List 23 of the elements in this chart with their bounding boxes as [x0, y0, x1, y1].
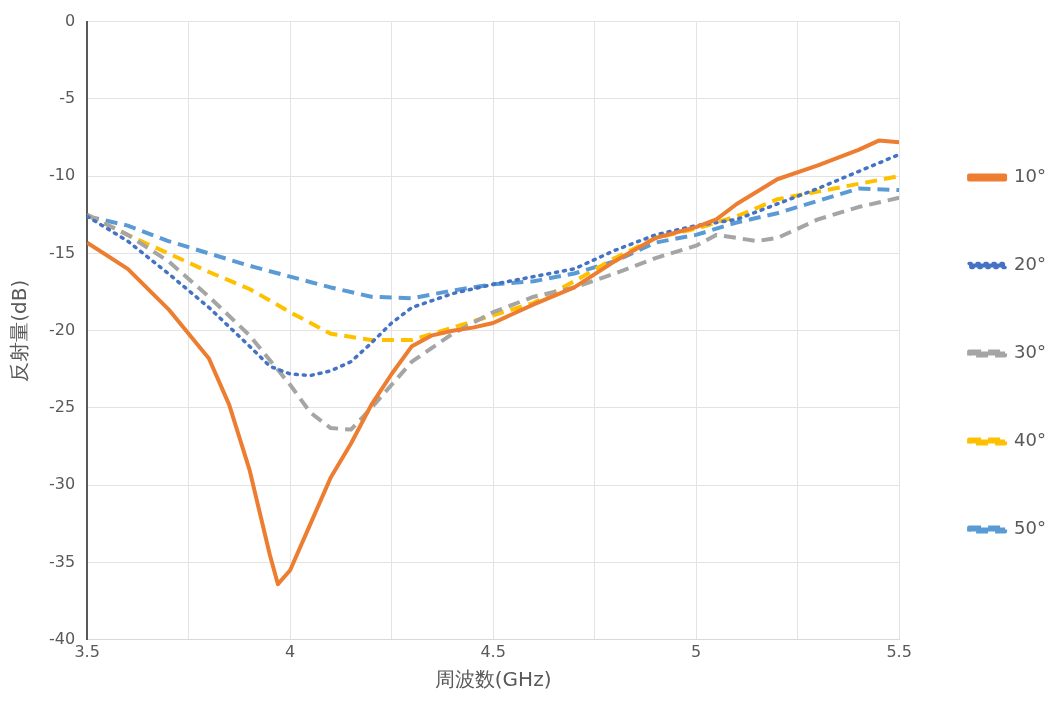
x-tick-label: 5 — [691, 641, 702, 661]
y-tick-label: -20 — [48, 319, 76, 339]
x-tick-label: 4.5 — [480, 641, 506, 661]
y-tick-label: -5 — [59, 88, 76, 108]
legend-label: 50° — [1014, 517, 1046, 539]
y-tick-label: -40 — [48, 628, 76, 648]
line-series — [87, 195, 900, 432]
y-tick-label: -10 — [48, 165, 76, 185]
y-tick-label: -25 — [48, 397, 76, 417]
legend-label: 20° — [1014, 253, 1046, 275]
legend-label: 30° — [1014, 341, 1046, 363]
legend-label: 40° — [1014, 429, 1046, 451]
x-tick-label: 3.5 — [74, 641, 100, 661]
y-tick-label: -30 — [48, 474, 76, 494]
x-tick-label: 4 — [285, 641, 296, 661]
y-tick-label: -15 — [48, 242, 76, 262]
x-axis-title: 周波数(GHz) — [434, 667, 552, 692]
legend-label: 10° — [1014, 165, 1046, 187]
y-tick-label: 0 — [64, 10, 76, 30]
line-series — [87, 152, 900, 378]
y-axis-title: 反射量(dB) — [7, 279, 32, 382]
y-tick-label: -35 — [48, 551, 76, 571]
x-tick-label: 5.5 — [886, 641, 912, 661]
